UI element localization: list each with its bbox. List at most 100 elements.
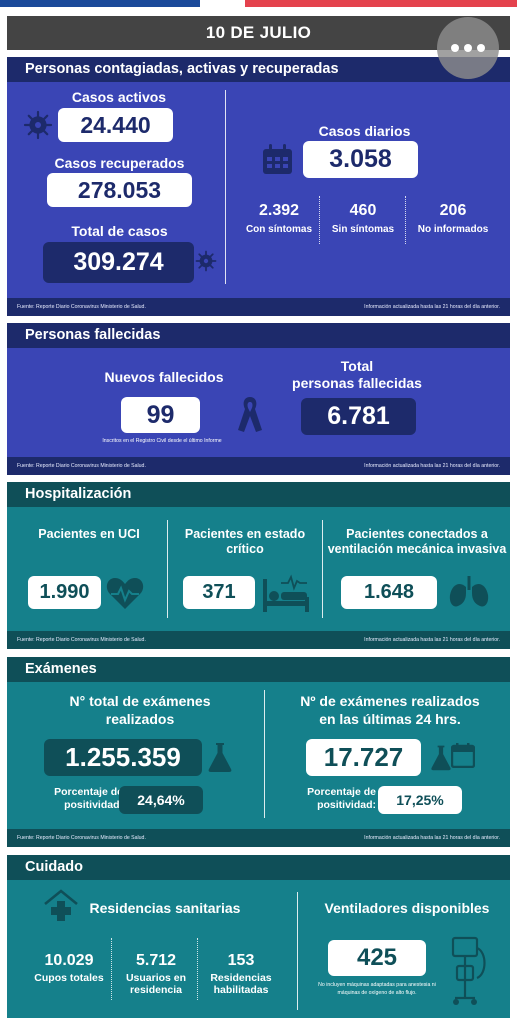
cupos-label: Cupos totales	[34, 972, 104, 984]
update-note: Información actualizada hasta las 21 hor…	[364, 637, 500, 643]
virus-icon	[23, 110, 53, 140]
section-body: Casos activos 24.440 Casos recuperados 2…	[7, 82, 510, 298]
con-sintomas-label: Con síntomas	[245, 224, 313, 235]
usuarios-value: 5.712	[135, 952, 177, 969]
ribbon-icon	[236, 394, 264, 434]
total-examenes-label-2: realizados	[105, 711, 175, 727]
section-footer: Fuente: Reporte Diario Coronavirus Minis…	[7, 298, 510, 316]
section-body: Residencias sanitarias 10.029 Cupos tota…	[7, 880, 510, 1018]
total-casos-label: Total de casos	[71, 223, 168, 239]
source-note: Fuente: Reporte Diario Coronavirus Minis…	[17, 304, 146, 310]
hospital-bed-icon	[261, 573, 311, 613]
ultimas-24h-value: 17.727	[306, 739, 421, 776]
flag-red-stripe	[245, 0, 517, 7]
section-contagiados: Personas contagiadas, activas y recupera…	[7, 57, 510, 316]
positividad-ult-label-2: positividad:	[317, 799, 376, 811]
positividad-label-2: positividad:	[64, 799, 123, 811]
casos-diarios-label: Casos diarios	[318, 123, 411, 139]
nuevos-fallecidos-label: Nuevos fallecidos	[104, 369, 224, 385]
virus-small-icon	[195, 250, 217, 272]
divider	[167, 520, 168, 618]
ultimas-24h-label-1: Nº de exámenes realizados	[300, 693, 480, 709]
casos-recuperados-value: 278.053	[47, 173, 192, 207]
ventiladores-note-1: No incluyen máquinas adaptadas para anes…	[318, 982, 436, 988]
update-note: Información actualizada hasta las 21 hor…	[364, 463, 500, 469]
uci-value: 1.990	[28, 576, 101, 609]
flask-icon	[430, 743, 452, 772]
residencias-label: Residencias sanitarias	[89, 900, 241, 916]
total-fallecidas-label-1: Total	[340, 358, 374, 374]
usuarios-label-2: residencia	[130, 984, 182, 996]
casos-recuperados-label: Casos recuperados	[54, 155, 185, 171]
flask-icon	[207, 741, 233, 773]
section-fallecidas: Personas fallecidas Nuevos fallecidos 99…	[7, 323, 510, 475]
section-header: Personas contagiadas, activas y recupera…	[7, 57, 510, 82]
con-sintomas-value: 2.392	[258, 202, 300, 219]
total-examenes-value: 1.255.359	[44, 739, 202, 776]
section-body: Pacientes en UCI 1.990 Pacientes en esta…	[7, 507, 510, 631]
divider	[297, 892, 298, 1010]
ventiladores-label: Ventiladores disponibles	[324, 900, 490, 916]
calendar-small-icon	[451, 742, 475, 768]
habilitadas-label-1: Residencias	[210, 972, 272, 984]
casos-diarios-value: 3.058	[303, 141, 418, 178]
no-informados-label: No informados	[417, 224, 489, 235]
source-note: Fuente: Reporte Diario Coronavirus Minis…	[17, 835, 146, 841]
date-title: 10 DE JULIO	[7, 16, 510, 50]
critico-label-1: Pacientes en estado	[184, 527, 306, 541]
update-note: Información actualizada hasta las 21 hor…	[364, 304, 500, 310]
flag-white-stripe	[200, 0, 245, 7]
update-note: Información actualizada hasta las 21 hor…	[364, 835, 500, 841]
divider	[225, 90, 226, 284]
nuevos-fallecidos-note: Inscritos en el Registro Civil desde el …	[102, 438, 222, 444]
section-examenes: Exámenes N° total de exámenes realizados…	[7, 657, 510, 847]
sin-sintomas-value: 460	[349, 202, 377, 219]
no-informados-value: 206	[439, 202, 467, 219]
section-header: Cuidado	[7, 855, 510, 880]
ventilacion-label-2: ventilación mecánica invasiva	[327, 542, 507, 556]
nuevos-fallecidos-value: 99	[121, 397, 200, 433]
divider	[197, 938, 198, 1000]
ventiladores-value: 425	[328, 940, 426, 976]
lungs-icon	[448, 575, 490, 609]
ventilacion-value: 1.648	[341, 576, 437, 609]
ventilator-icon	[447, 934, 487, 1006]
usuarios-label-1: Usuarios en	[125, 972, 187, 984]
section-footer: Fuente: Reporte Diario Coronavirus Minis…	[7, 457, 510, 475]
calendar-icon	[261, 143, 294, 176]
source-note: Fuente: Reporte Diario Coronavirus Minis…	[17, 463, 146, 469]
section-header: Personas fallecidas	[7, 323, 510, 348]
section-body: N° total de exámenes realizados 1.255.35…	[7, 682, 510, 829]
uci-label: Pacientes en UCI	[38, 527, 140, 541]
total-fallecidas-label-2: personas fallecidas	[292, 375, 422, 391]
habilitadas-label-2: habilitadas	[213, 984, 269, 996]
house-cross-icon	[43, 888, 79, 922]
flag-blue-stripe	[0, 0, 200, 7]
ultimas-24h-label-2: en las últimas 24 hrs.	[319, 711, 461, 727]
section-footer: Fuente: Reporte Diario Coronavirus Minis…	[7, 829, 510, 847]
critico-label-2: crítico	[226, 542, 264, 556]
section-footer: Fuente: Reporte Diario Coronavirus Minis…	[7, 631, 510, 649]
critico-value: 371	[183, 576, 255, 609]
divider	[322, 520, 323, 618]
section-hospitalizacion: Hospitalización Pacientes en UCI 1.990 P…	[7, 482, 510, 649]
ventiladores-note-2: máquinas de oxígeno de alto flujo.	[337, 990, 417, 996]
cupos-value: 10.029	[44, 952, 94, 969]
section-body: Nuevos fallecidos 99 Inscritos en el Reg…	[7, 348, 510, 457]
more-options-icon	[464, 44, 472, 52]
divider	[111, 938, 112, 1000]
habilitadas-value: 153	[227, 952, 255, 969]
positividad-ult-value: 17,25%	[378, 786, 462, 814]
casos-activos-value: 24.440	[58, 108, 173, 142]
more-options-button[interactable]	[437, 17, 499, 79]
positividad-ult-label-1: Porcentaje de	[307, 786, 376, 798]
divider	[319, 196, 320, 244]
divider	[405, 196, 406, 244]
casos-activos-label: Casos activos	[71, 89, 167, 105]
more-options-icon	[451, 44, 459, 52]
total-examenes-label-1: N° total de exámenes	[69, 693, 211, 709]
ventilacion-label-1: Pacientes conectados a	[346, 527, 488, 541]
more-options-icon	[477, 44, 485, 52]
total-fallecidas-value: 6.781	[301, 398, 416, 435]
source-note: Fuente: Reporte Diario Coronavirus Minis…	[17, 637, 146, 643]
